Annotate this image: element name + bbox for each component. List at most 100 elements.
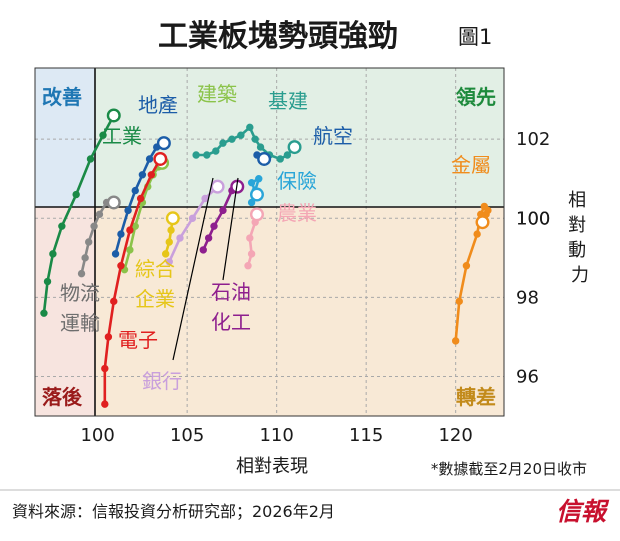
point-基建: [228, 135, 236, 143]
point-基建: [246, 123, 254, 132]
point-農業: [246, 234, 254, 242]
series-line-工業: [42, 114, 116, 315]
point-保險: [255, 175, 263, 183]
point-地產: [131, 186, 139, 195]
point-保險: [247, 198, 256, 207]
quadrant-weakening-bg: [95, 207, 504, 416]
point-金屬: [455, 297, 463, 306]
series-電子: [101, 151, 168, 408]
point-綜合企業: [161, 250, 170, 258]
point-金屬: [473, 230, 481, 238]
series-label-農業: 農業: [277, 201, 317, 225]
series-layer: [40, 108, 492, 408]
series-綜合企業: [161, 211, 180, 258]
x-tick-label-120: 120: [438, 425, 472, 446]
series-label-電子: 電子: [118, 328, 158, 352]
y-axis-label-char4: 力: [571, 265, 589, 286]
series-label-綜合企業-line2: 企業: [135, 287, 175, 311]
point-電子: [101, 400, 109, 408]
y-tick-label-100: 100: [516, 208, 550, 229]
point-電子: [104, 333, 113, 341]
x-axis-label: 相對表現: [236, 456, 308, 477]
x-tick-label-105: 105: [170, 425, 204, 446]
point-基建: [251, 135, 259, 143]
point-工業: [99, 131, 107, 139]
quadrant-label-leading: 領先: [456, 85, 496, 109]
publisher-logo: 信報: [556, 497, 610, 526]
point-農業: [244, 262, 252, 270]
plot-frame: [34, 67, 505, 417]
point-latest-物流運輸: [106, 195, 121, 210]
x-tick-label-110: 110: [259, 425, 293, 446]
point-銀行: [176, 234, 184, 242]
quadrant-label-lagging: 落後: [42, 385, 83, 409]
series-label-地產: 地產: [138, 93, 178, 117]
series-物流運輸: [77, 195, 121, 278]
point-建築: [126, 246, 134, 254]
y-axis-label-char2: 對: [568, 215, 586, 236]
series-保險: [247, 175, 264, 207]
y-tick-label-100: 100: [516, 208, 550, 229]
quadrant-improving-bg: [35, 68, 95, 207]
chart-note: *數據截至2月20日收市: [431, 460, 587, 478]
point-基建: [192, 151, 200, 159]
point-latest-金屬: [475, 215, 490, 230]
point-基建: [212, 147, 220, 155]
leader-line-石油化工: [222, 177, 239, 281]
point-工業: [86, 155, 95, 163]
point-電子: [101, 364, 109, 373]
series-label-石油化工-line1: 石油: [211, 280, 251, 304]
series-label-物流運輸: 物流 運輸: [60, 281, 106, 335]
point-latest-農業: [249, 207, 264, 222]
point-基建: [256, 143, 265, 151]
point-latest-基建: [287, 140, 302, 155]
series-label-保險: 保險: [277, 169, 317, 193]
series-label-物流運輸-line2: 運輸: [60, 311, 100, 335]
point-地產: [111, 250, 120, 258]
series-基建: [192, 123, 302, 163]
point-地產: [124, 206, 132, 215]
y-tick-label-96: 96: [516, 366, 539, 387]
point-綜合企業: [167, 226, 175, 234]
point-地產: [145, 155, 154, 163]
point-金屬: [462, 262, 471, 270]
x-tick-label-100: 100: [80, 425, 114, 446]
point-latest-綜合企業: [165, 211, 180, 226]
series-label-綜合企業-line1: 綜合: [135, 257, 175, 281]
point-石油化工: [204, 234, 213, 242]
point-銀行: [201, 194, 209, 203]
series-label-物流運輸-line1: 物流: [60, 281, 100, 305]
series-label-基建: 基建: [268, 89, 308, 113]
series-石油化工: [199, 179, 245, 254]
point-地產: [138, 171, 147, 179]
point-石油化工: [210, 222, 218, 230]
point-基建: [283, 151, 292, 159]
point-石油化工: [219, 206, 227, 215]
series-航空: [253, 151, 272, 166]
x-tick-label-115: 115: [349, 425, 383, 446]
series-label-綜合企業: 綜合 企業: [135, 257, 181, 311]
point-latest-保險: [249, 187, 264, 202]
point-基建: [219, 139, 227, 147]
series-地產: [111, 136, 171, 258]
point-latest-電子: [153, 151, 168, 166]
point-石油化工: [199, 246, 207, 254]
point-工業: [43, 277, 52, 286]
y-axis-label: 相 對 動 力: [568, 190, 592, 286]
point-物流運輸: [95, 210, 104, 219]
y-axis-label-char3: 動: [568, 240, 586, 261]
point-latest-地產: [156, 136, 171, 151]
point-銀行: [188, 214, 197, 222]
point-金屬: [451, 337, 460, 345]
series-label-石油化工-line2: 化工: [211, 310, 251, 334]
point-工業: [49, 250, 57, 258]
grid-lines: [35, 68, 504, 416]
point-綜合企業: [165, 238, 173, 246]
figure-label: 圖1: [458, 25, 492, 49]
series-label-石油化工: 石油 化工: [211, 280, 257, 334]
point-工業: [58, 222, 66, 230]
point-電子: [136, 194, 145, 203]
point-工業: [40, 309, 48, 317]
point-電子: [126, 226, 134, 234]
